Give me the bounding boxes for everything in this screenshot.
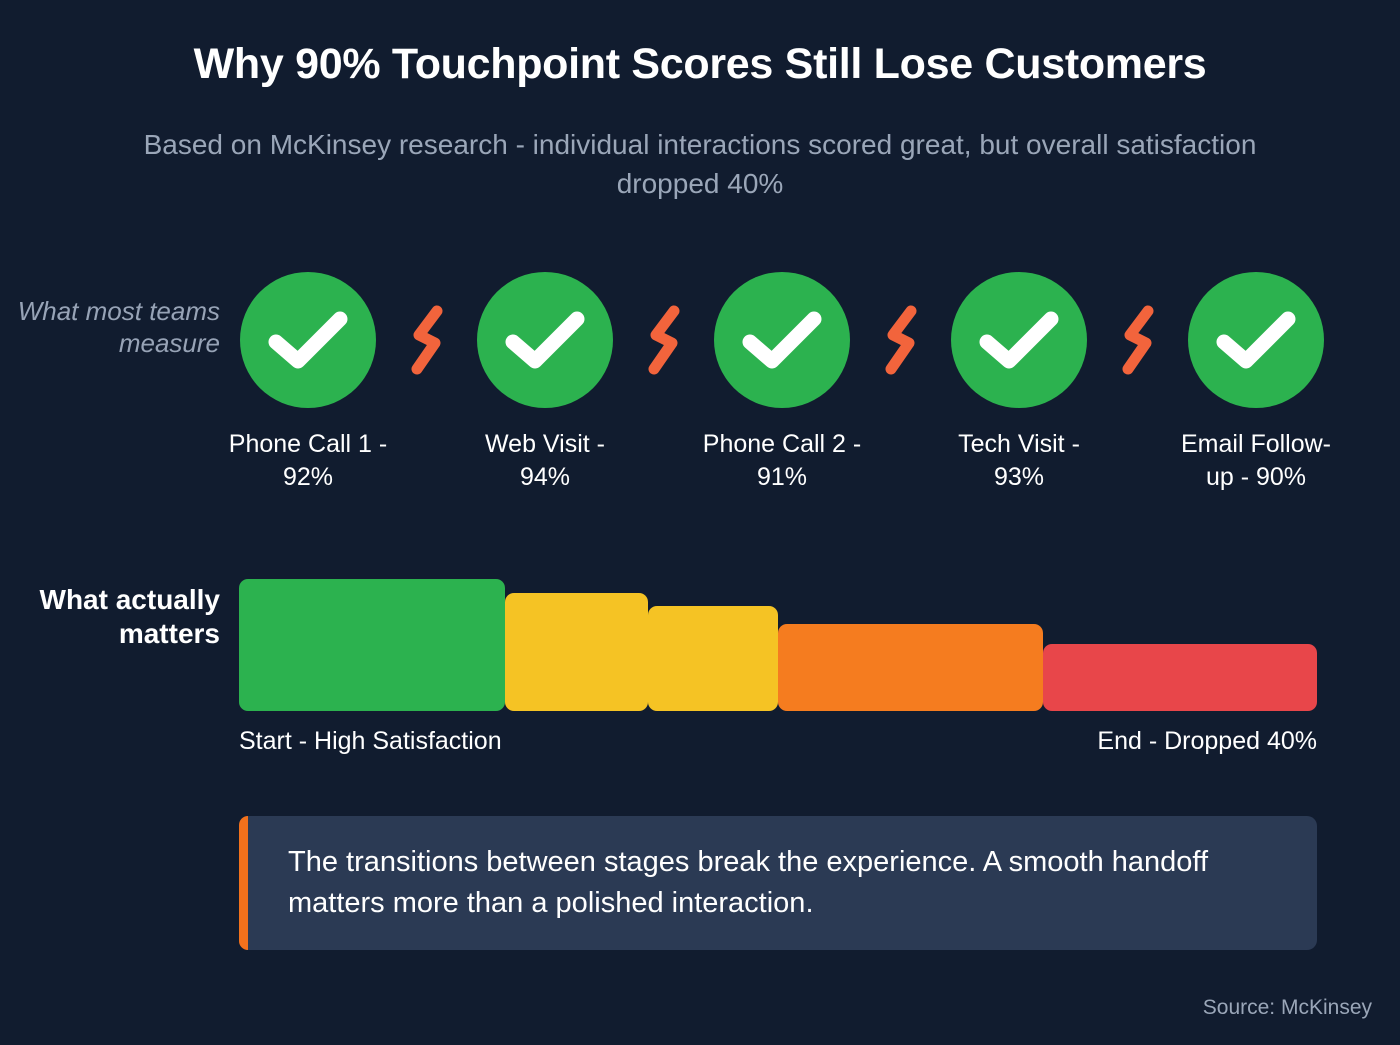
insight-callout: The transitions between stages break the… — [239, 816, 1317, 950]
lightning-bolt-icon — [406, 272, 448, 408]
check-icon — [268, 309, 348, 371]
touchpoint-item[interactable]: Phone Call 2 - 91% — [703, 272, 861, 493]
touchpoint-label: Tech Visit - 93% — [958, 430, 1080, 491]
source-attribution: Source: McKinsey — [1202, 996, 1372, 1019]
page-subtitle: Based on McKinsey research - individual … — [143, 129, 1257, 199]
lightning-bolt-icon — [1117, 272, 1159, 408]
check-icon — [742, 309, 822, 371]
touchpoint-item[interactable]: Web Visit - 94% — [469, 272, 621, 493]
measure-row-label: What most teams measure — [17, 296, 220, 358]
funnel-segment — [778, 624, 1043, 711]
touchpoint-label: Phone Call 1 - 92% — [228, 430, 388, 491]
touchpoint-item[interactable]: Email Follow-up - 90% — [1180, 272, 1332, 493]
touchpoint-status-circle — [477, 272, 613, 408]
funnel-start-caption: Start - High Satisfaction — [239, 727, 502, 755]
check-icon — [505, 309, 585, 371]
satisfaction-funnel-chart — [239, 579, 1317, 711]
touchpoint-item[interactable]: Phone Call 1 - 92% — [229, 272, 387, 493]
callout-text: The transitions between stages break the… — [288, 845, 1208, 919]
touchpoint-label: Email Follow-up - 90% — [1180, 430, 1332, 491]
touchpoint-status-circle — [240, 272, 376, 408]
lightning-bolt-icon — [643, 272, 685, 408]
matters-row-label: What actually matters — [39, 584, 220, 650]
check-icon — [1216, 309, 1296, 371]
check-icon — [979, 309, 1059, 371]
touchpoint-status-circle — [951, 272, 1087, 408]
funnel-segment — [1043, 644, 1317, 711]
touchpoint-status-circle — [1188, 272, 1324, 408]
funnel-segment — [648, 606, 778, 711]
funnel-end-caption: End - Dropped 40% — [1097, 727, 1317, 755]
funnel-segment — [239, 579, 505, 711]
funnel-segment — [505, 593, 648, 711]
lightning-bolt-icon — [880, 272, 922, 408]
touchpoint-status-circle — [714, 272, 850, 408]
touchpoint-label: Web Visit - 94% — [485, 430, 605, 491]
touchpoint-item[interactable]: Tech Visit - 93% — [943, 272, 1095, 493]
page-title: Why 90% Touchpoint Scores Still Lose Cus… — [193, 40, 1207, 88]
funnel-caption-row: Start - High Satisfaction End - Dropped … — [239, 727, 1317, 756]
touchpoint-label: Phone Call 2 - 91% — [702, 430, 862, 491]
callout-accent-bar — [239, 816, 248, 950]
touchpoint-row: Phone Call 1 - 92% Web Visit - 94% Phone… — [229, 272, 1332, 512]
